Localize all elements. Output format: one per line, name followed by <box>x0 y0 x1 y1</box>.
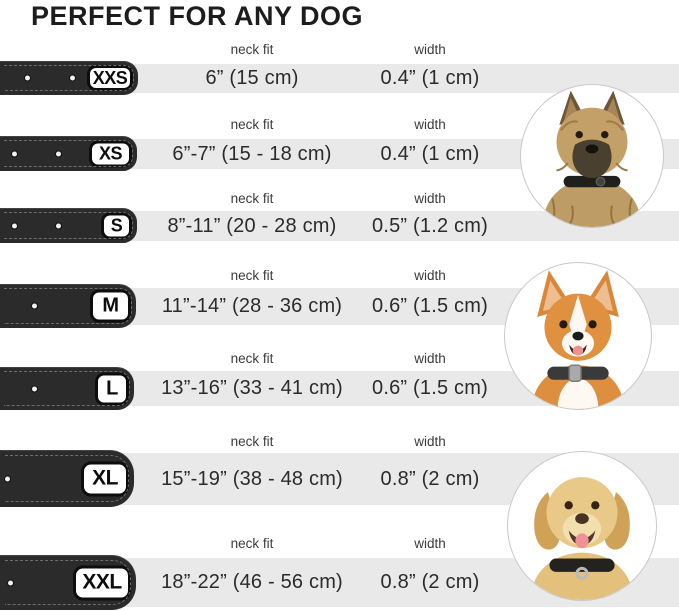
neck-fit-column-label: neck fit <box>230 351 274 366</box>
collar-hole <box>70 75 75 81</box>
neck-fit-column-label: neck fit <box>230 42 274 57</box>
neck-fit-value: 6” (15 cm) <box>205 67 299 89</box>
collar-hole <box>32 386 37 391</box>
collar-strap: XL <box>0 450 134 507</box>
size-badge: S <box>101 212 132 239</box>
width-value: 0.6” (1.5 cm) <box>372 377 488 399</box>
collar-hole <box>12 223 17 228</box>
collar-strap: XXL <box>0 555 136 610</box>
collar-hole <box>8 580 13 585</box>
collar-hole <box>12 151 17 156</box>
collar-hole <box>5 476 10 481</box>
size-badge: XXL <box>73 565 131 600</box>
width-column-label: width <box>414 351 446 366</box>
width-value: 0.4” (1 cm) <box>380 142 480 165</box>
neck-fit-column-label: neck fit <box>230 434 274 449</box>
collar-strap: XS <box>0 136 137 171</box>
collar-hole <box>32 303 37 309</box>
size-badge: XL <box>81 461 129 496</box>
collar-strap: M <box>0 284 136 328</box>
collar-strap: XXS <box>0 61 138 95</box>
neck-fit-value: 13”-16” (33 - 41 cm) <box>161 377 343 399</box>
neck-fit-value: 15”-19” (38 - 48 cm) <box>161 467 343 490</box>
width-column-label: width <box>414 117 446 132</box>
collar-hole <box>25 75 30 81</box>
size-badge: L <box>95 372 129 405</box>
labrador-illustration <box>531 477 633 600</box>
collar-hole <box>56 151 61 156</box>
large-dog-labrador-photo <box>507 451 657 601</box>
neck-fit-value: 6”-7” (15 - 18 cm) <box>172 142 332 165</box>
width-column-label: width <box>414 536 446 551</box>
neck-fit-value: 11”-14” (28 - 36 cm) <box>161 295 343 317</box>
neck-fit-value: 8”-11” (20 - 28 cm) <box>167 214 337 237</box>
neck-fit-column-label: neck fit <box>230 268 274 283</box>
width-column-label: width <box>414 434 446 449</box>
width-value: 0.8” (2 cm) <box>380 571 480 593</box>
collar-strap: L <box>0 367 134 410</box>
width-column-label: width <box>414 42 446 57</box>
medium-dog-corgi-photo <box>504 262 652 410</box>
terrier-illustration <box>543 90 641 227</box>
width-value: 0.4” (1 cm) <box>380 67 480 89</box>
small-dog-terrier-photo <box>520 84 664 228</box>
neck-fit-column-label: neck fit <box>230 191 274 206</box>
neck-fit-column-label: neck fit <box>230 536 274 551</box>
width-column-label: width <box>414 268 446 283</box>
neck-fit-value: 18”-22” (46 - 56 cm) <box>161 571 343 593</box>
width-value: 0.6” (1.5 cm) <box>372 295 488 317</box>
width-value: 0.8” (2 cm) <box>380 467 480 490</box>
collar-strap: S <box>0 208 137 243</box>
width-value: 0.5” (1.2 cm) <box>372 214 488 237</box>
size-badge: XS <box>89 140 132 167</box>
page-title: PERFECT FOR ANY DOG <box>31 1 364 31</box>
corgi-illustration <box>532 270 624 409</box>
collar-hole <box>56 223 61 228</box>
neck-fit-column-label: neck fit <box>230 117 274 132</box>
size-badge: M <box>90 289 131 323</box>
size-badge: XXS <box>87 65 133 91</box>
width-column-label: width <box>414 191 446 206</box>
